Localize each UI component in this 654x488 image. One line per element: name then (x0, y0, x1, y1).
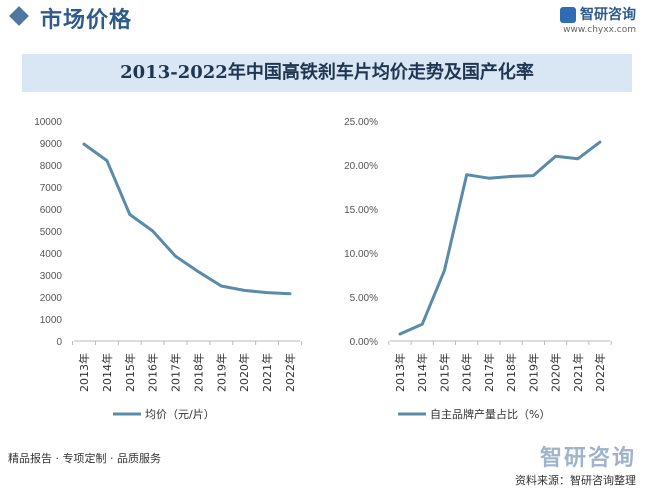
x-tick-label: 2020年 (549, 353, 563, 392)
data-point (532, 174, 535, 177)
y-tick-label: 5000 (40, 227, 63, 238)
y-tick-label: 3000 (40, 271, 63, 282)
y-tick-label: 4000 (40, 249, 63, 260)
footer: 精品报告 · 专项定制 · 品质服务 智研咨询 资料来源：智研咨询整理 (0, 440, 654, 487)
y-tick-label: 10.00% (344, 249, 378, 260)
data-point (197, 270, 200, 273)
y-tick-label: 1000 (40, 315, 63, 326)
data-point (398, 332, 402, 336)
charts-svg: 0 1000 2000 3000 4000 5000 6000 7000 8000 9000 100… (34, 117, 612, 421)
header: 市场价格 智研咨询 www.chyxx.com (0, 0, 654, 35)
x-tick-label: 2015年 (123, 353, 137, 392)
data-point (128, 213, 131, 216)
data-point (82, 142, 86, 146)
chart-title: 2013-2022年中国高铁刹车片均价走势及国产化率 (120, 62, 534, 83)
x-tick-label: 2022年 (283, 353, 297, 392)
brand-logo-icon (560, 7, 576, 23)
x-tick-label: 2013年 (393, 353, 407, 392)
x-tick-label: 2021年 (571, 353, 585, 392)
brand-url: www.chyxx.com (563, 25, 636, 35)
x-tick-label: 2015年 (437, 353, 451, 392)
chart-title-band: 2013-2022年中国高铁刹车片均价走势及国产化率 (22, 54, 632, 92)
x-tick-label: 2017年 (169, 353, 183, 392)
x-tick-label: 2018年 (504, 353, 518, 392)
y-tick-label: 8000 (40, 161, 63, 172)
data-point (443, 269, 446, 272)
legend-label: 自主品牌产量占比（%） (430, 407, 550, 421)
x-tick-label: 2017年 (482, 353, 496, 392)
y-tick-label: 0 (56, 337, 62, 348)
x-tick-label: 2014年 (415, 353, 429, 392)
y-tick-label: 20.00% (344, 161, 378, 172)
x-tick-label: 2014年 (100, 353, 114, 392)
data-point (465, 173, 468, 176)
y-tick-label: 0.00% (350, 337, 378, 348)
y-tick-label: 5.00% (350, 293, 378, 304)
data-point (151, 229, 154, 233)
legend-label: 均价（元/片） (145, 408, 215, 421)
footer-slogan: 精品报告 · 专项定制 · 品质服务 (8, 452, 161, 465)
data-point (243, 289, 246, 292)
y-tick-label: 25.00% (344, 117, 378, 128)
footer-brand-watermark: 智研咨询 (539, 446, 636, 471)
x-tick-label: 2013年 (77, 353, 91, 392)
series-line (82, 142, 292, 296)
y-tick-label: 9000 (40, 139, 63, 150)
data-point (598, 140, 602, 144)
y-tick-label: 15.00% (344, 205, 378, 216)
y-tick-label: 10000 (34, 117, 62, 128)
data-point (265, 291, 269, 294)
x-tick-label: 2018年 (191, 353, 205, 392)
x-tick-label: 2020年 (237, 353, 251, 392)
data-point (105, 159, 109, 162)
data-point (576, 157, 579, 161)
brand: 智研咨询 www.chyxx.com (560, 4, 636, 35)
footer-source: 智研咨询 资料来源：智研咨询整理 (515, 440, 636, 488)
data-point (288, 292, 292, 295)
section-title: 市场价格 (40, 8, 133, 33)
footer-source-text: 资料来源：智研咨询整理 (515, 474, 636, 487)
x-tick-label: 2022年 (593, 353, 607, 392)
series-line (398, 140, 602, 336)
data-point (421, 323, 424, 326)
x-tick-label: 2019年 (214, 353, 228, 392)
brand-name: 智研咨询 (560, 4, 636, 24)
data-point (554, 155, 557, 158)
data-point (487, 177, 491, 180)
data-point (220, 284, 223, 288)
x-tick-label: 2019年 (526, 353, 540, 392)
data-point (509, 175, 513, 178)
y-tick-label: 2000 (40, 293, 63, 304)
data-point (174, 255, 177, 258)
y-tick-label: 7000 (40, 183, 63, 194)
y-tick-label: 6000 (40, 205, 63, 216)
brand-name-text: 智研咨询 (580, 7, 636, 23)
x-tick-label: 2016年 (460, 353, 474, 392)
x-tick-label: 2021年 (260, 353, 274, 392)
x-tick-label: 2016年 (146, 353, 160, 392)
